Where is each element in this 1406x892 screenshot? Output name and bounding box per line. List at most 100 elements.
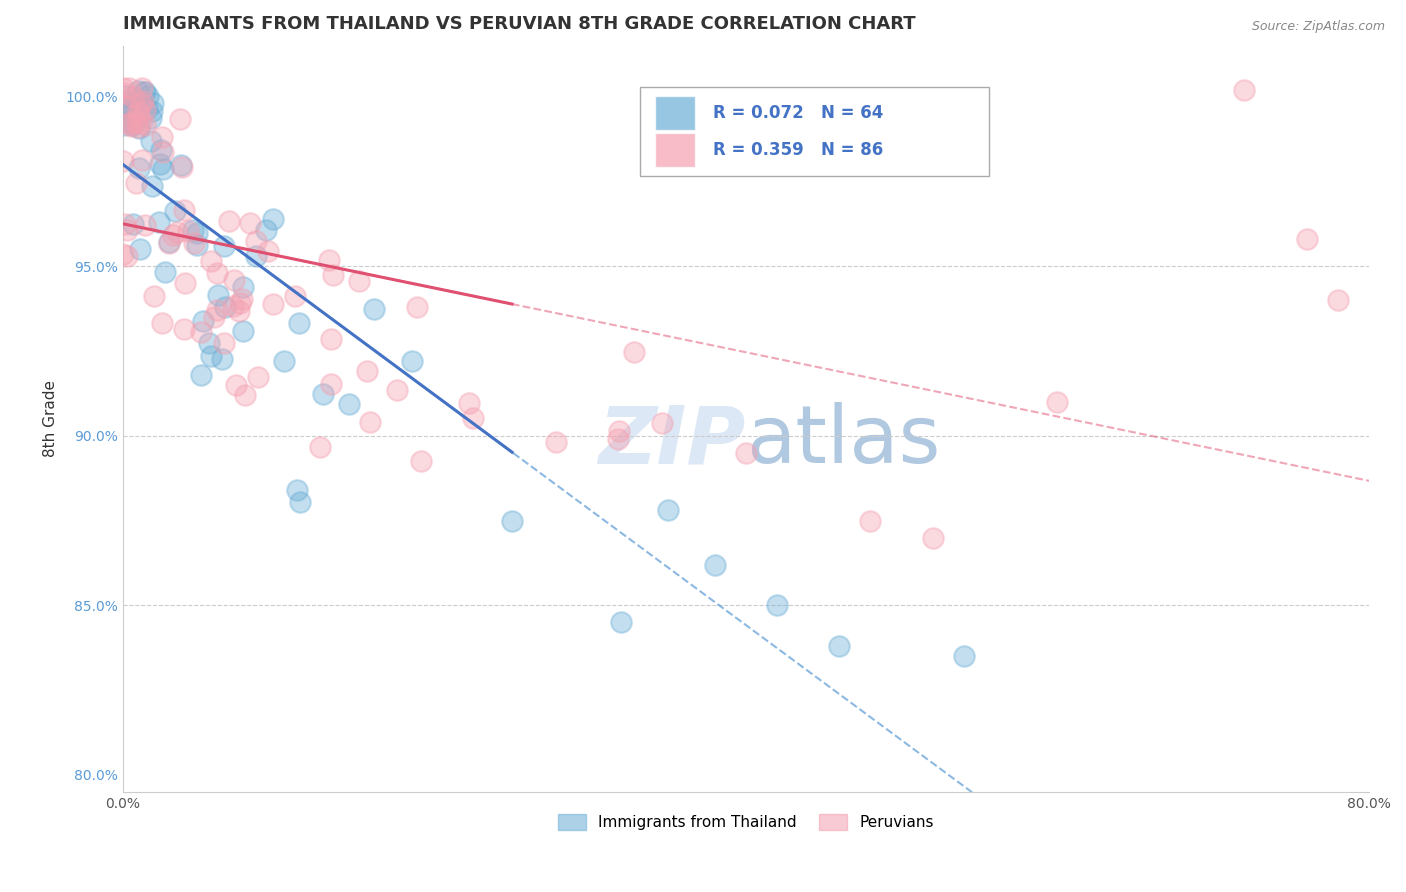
- Text: IMMIGRANTS FROM THAILAND VS PERUVIAN 8TH GRADE CORRELATION CHART: IMMIGRANTS FROM THAILAND VS PERUVIAN 8TH…: [122, 15, 915, 33]
- Text: atlas: atlas: [745, 402, 941, 480]
- Legend: Immigrants from Thailand, Peruvians: Immigrants from Thailand, Peruvians: [553, 808, 939, 837]
- Point: [157, 235, 180, 250]
- Point: [363, 301, 385, 316]
- Point: [322, 268, 344, 282]
- Point: [734, 446, 756, 460]
- Point: [607, 432, 630, 446]
- Y-axis label: 8th Grade: 8th Grade: [44, 380, 58, 458]
- Point: [117, 80, 139, 95]
- Point: [162, 228, 184, 243]
- Point: [127, 111, 149, 125]
- Point: [214, 239, 236, 253]
- Point: [112, 246, 135, 260]
- Point: [288, 316, 311, 330]
- Point: [173, 203, 195, 218]
- Point: [319, 332, 342, 346]
- Point: [273, 354, 295, 368]
- Point: [1233, 83, 1256, 97]
- Point: [254, 223, 277, 237]
- Point: [190, 325, 212, 339]
- Point: [131, 94, 153, 108]
- Point: [112, 118, 135, 132]
- Point: [170, 158, 193, 172]
- Point: [200, 349, 222, 363]
- Point: [127, 84, 149, 98]
- Point: [155, 265, 177, 279]
- Point: [288, 495, 311, 509]
- Point: [828, 639, 851, 653]
- Point: [157, 235, 180, 249]
- Point: [149, 157, 172, 171]
- Point: [112, 80, 135, 95]
- Point: [141, 178, 163, 193]
- Point: [122, 217, 145, 231]
- Point: [134, 85, 156, 99]
- Point: [150, 316, 173, 330]
- Point: [112, 153, 135, 168]
- Point: [309, 440, 332, 454]
- Point: [134, 103, 156, 118]
- Point: [218, 214, 240, 228]
- Point: [114, 95, 136, 109]
- Point: [284, 289, 307, 303]
- Point: [139, 111, 162, 125]
- FancyBboxPatch shape: [640, 87, 988, 177]
- Point: [766, 599, 789, 613]
- Point: [150, 130, 173, 145]
- Point: [222, 299, 245, 313]
- Point: [114, 217, 136, 231]
- Point: [125, 114, 148, 128]
- Point: [205, 302, 228, 317]
- Point: [197, 335, 219, 350]
- Text: Source: ZipAtlas.com: Source: ZipAtlas.com: [1251, 20, 1385, 33]
- Point: [214, 301, 236, 315]
- Point: [120, 115, 142, 129]
- Point: [262, 296, 284, 310]
- Point: [148, 215, 170, 229]
- Point: [132, 85, 155, 99]
- Point: [131, 81, 153, 95]
- Point: [139, 134, 162, 148]
- Point: [406, 300, 429, 314]
- Point: [349, 274, 371, 288]
- Point: [245, 234, 267, 248]
- Bar: [655, 96, 695, 129]
- Point: [127, 104, 149, 119]
- Point: [703, 558, 725, 572]
- Point: [859, 514, 882, 528]
- Point: [117, 98, 139, 112]
- Point: [610, 615, 633, 630]
- Point: [114, 99, 136, 113]
- Point: [121, 118, 143, 132]
- Point: [921, 531, 943, 545]
- Point: [141, 103, 163, 118]
- Point: [224, 272, 246, 286]
- Point: [170, 160, 193, 174]
- Point: [337, 397, 360, 411]
- Point: [142, 95, 165, 110]
- Point: [173, 322, 195, 336]
- Point: [246, 370, 269, 384]
- Point: [232, 280, 254, 294]
- Point: [200, 253, 222, 268]
- Point: [152, 161, 174, 176]
- Point: [385, 383, 408, 397]
- Point: [359, 415, 381, 429]
- Point: [1046, 395, 1069, 409]
- Point: [142, 289, 165, 303]
- Point: [125, 95, 148, 110]
- Text: R = 0.359   N = 86: R = 0.359 N = 86: [713, 141, 883, 159]
- Point: [114, 89, 136, 103]
- Point: [186, 226, 208, 240]
- Point: [120, 119, 142, 133]
- Point: [225, 378, 247, 392]
- Point: [125, 93, 148, 107]
- Point: [409, 454, 432, 468]
- Point: [112, 87, 135, 101]
- Point: [117, 249, 139, 263]
- Point: [174, 277, 197, 291]
- Point: [263, 212, 285, 227]
- Point: [501, 514, 523, 528]
- Point: [135, 102, 157, 116]
- Point: [152, 145, 174, 159]
